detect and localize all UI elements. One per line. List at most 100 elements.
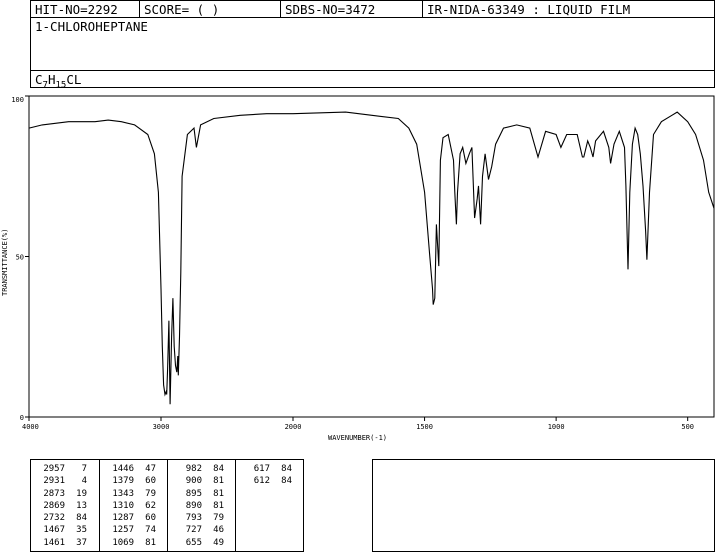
peak-row: 1446 47 [100,463,167,475]
x-tick-label-1: 3000 [153,423,170,431]
x-tick-label-3: 1500 [416,423,433,431]
peak-wavenumber: 1461 [43,537,65,548]
peak-wavenumber: 1069 [112,537,134,548]
peak-wavenumber: 2732 [43,513,65,524]
peak-wavenumber: 1379 [112,476,134,487]
formula-hydrogen-count: 15 [55,80,67,91]
peak-row: 2957 7 [31,463,99,475]
hit-no: HIT-NO=2292 [35,2,118,17]
plot-frame [28,95,715,418]
y-tick-label-2: 0 [20,414,24,422]
peak-row: 727 46 [168,524,235,536]
peak-transmittance: 74 [145,525,156,536]
peak-column-3: 617 84 612 84 [235,460,303,551]
peak-transmittance: 47 [145,464,156,474]
peak-transmittance: 81 [213,488,224,499]
peak-table: 2957 7 2931 4 2873 19 2869 13 2732 84 1467 35 1461 37… [30,459,304,552]
peak-row: 2873 19 [31,488,99,500]
peak-row: 1257 74 [100,524,167,536]
peak-transmittance: 81 [213,476,224,487]
x-tick-label-4: 1000 [548,423,565,431]
peak-transmittance: 79 [145,488,156,499]
peak-transmittance: 62 [145,500,156,511]
x-axis-label: WAVENUMBER(-1) [328,434,387,442]
peak-wavenumber: 2957 [43,464,65,474]
peak-wavenumber: 1446 [112,464,134,474]
formula-chlorine: CL [66,72,82,87]
score: SCORE= ( ) [139,1,280,18]
peak-row: 2931 4 [31,475,99,487]
peak-wavenumber: 1310 [112,500,134,511]
x-tick-label-5: 500 [681,423,694,431]
peak-row: 900 81 [168,475,235,487]
peak-column-0: 2957 7 2931 4 2873 19 2869 13 2732 84 1467 35 1461 37 [31,460,99,551]
peak-wavenumber: 2869 [43,500,65,511]
peak-row: 1343 79 [100,488,167,500]
peak-row: 793 79 [168,512,235,524]
peak-row: 890 81 [168,500,235,512]
peak-row: 617 84 [236,463,303,475]
peak-wavenumber: 612 [253,476,270,487]
peak-wavenumber: 890 [185,500,202,511]
peak-transmittance: 84 [281,464,292,474]
x-tick-label-2: 2000 [285,423,302,431]
peak-row: 1379 60 [100,475,167,487]
peak-transmittance: 4 [81,476,87,487]
peak-row: 982 84 [168,463,235,475]
peak-transmittance: 84 [76,513,87,524]
peak-wavenumber: 793 [185,513,202,524]
peak-row: 1467 35 [31,524,99,536]
peak-transmittance: 37 [76,537,87,548]
peak-transmittance: 60 [145,476,156,487]
spectrum-line [28,111,715,405]
y-tick-label-1: 50 [16,254,24,262]
peak-row: 1287 60 [100,512,167,524]
peak-transmittance: 19 [76,488,87,499]
formula-hydrogen: H [47,72,56,87]
peak-transmittance: 84 [213,464,224,474]
peak-transmittance: 7 [81,464,87,474]
y-axis: 100 50 0 [11,95,29,422]
peak-wavenumber: 655 [185,537,202,548]
peak-wavenumber: 1287 [112,513,134,524]
peak-wavenumber: 982 [185,464,202,474]
formula-carbon: C [35,72,43,87]
peak-wavenumber: 727 [185,525,202,536]
x-axis: 4000 3000 2000 1500 1000 500 [22,417,694,431]
formula-carbon-count: 7 [42,80,48,91]
peak-transmittance: 35 [76,525,87,536]
peak-column-1: 1446 47 1379 60 1343 79 1310 62 1287 60 1257 74 1069… [99,460,167,551]
peak-transmittance: 60 [145,513,156,524]
peak-transmittance: 49 [213,537,224,548]
peak-transmittance: 79 [213,513,224,524]
peak-row: 2869 13 [31,500,99,512]
peak-row: 612 84 [236,475,303,487]
peak-wavenumber: 2931 [43,476,65,487]
peak-wavenumber: 2873 [43,488,65,499]
compound-name: 1-CHLOROHEPTANE [35,19,148,34]
peak-row: 895 81 [168,488,235,500]
peak-transmittance: 84 [281,476,292,487]
peak-transmittance: 81 [213,500,224,511]
y-tick-label-0: 100 [11,96,24,104]
peak-transmittance: 46 [213,525,224,536]
peak-wavenumber: 1343 [112,488,134,499]
x-tick-label-0: 4000 [22,423,39,431]
peak-wavenumber: 1467 [43,525,65,536]
peak-row: 1461 37 [31,537,99,549]
y-axis-label: TRANSMITTANCE(%) [1,229,9,296]
note-box [372,459,715,552]
peak-column-2: 982 84 900 81 895 81 890 81 793 79 727 46 655 49 [167,460,235,551]
peak-wavenumber: 617 [253,464,270,474]
peak-transmittance: 81 [145,537,156,548]
peak-row: 2732 84 [31,512,99,524]
peak-transmittance: 13 [76,500,87,511]
sdbs-no: SDBS-NO=3472 [280,1,422,18]
peak-wavenumber: 1257 [112,525,134,536]
molecular-formula: C7H15CL [35,71,81,95]
peak-row: 1310 62 [100,500,167,512]
peak-row: 1069 81 [100,537,167,549]
peak-wavenumber: 900 [185,476,202,487]
peak-row: 655 49 [168,537,235,549]
